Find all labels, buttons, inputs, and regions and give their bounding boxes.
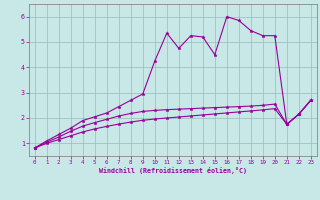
X-axis label: Windchill (Refroidissement éolien,°C): Windchill (Refroidissement éolien,°C) (99, 167, 247, 174)
